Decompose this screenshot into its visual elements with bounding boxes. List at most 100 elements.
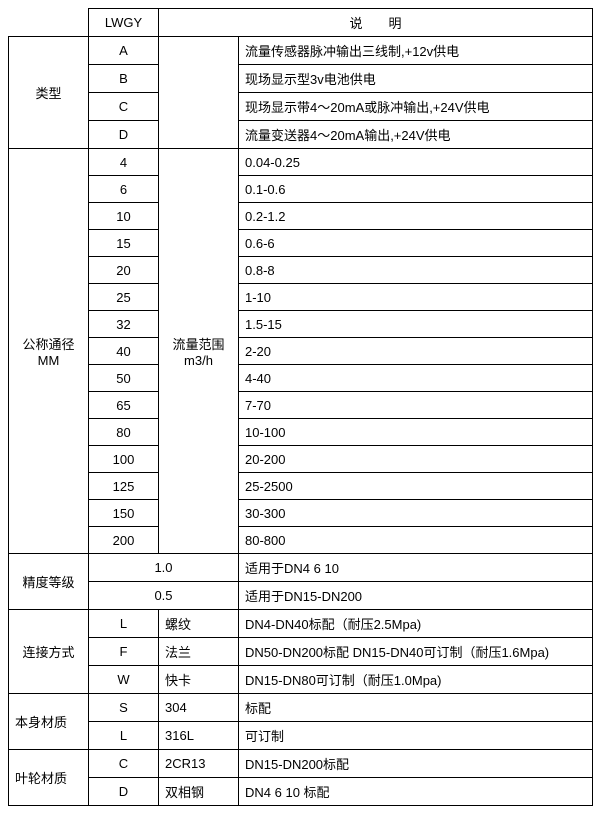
table-row: 0.5适用于DN15-DN200 (9, 582, 593, 610)
table-row: 150 30-300 (9, 500, 593, 527)
table-row: 6 0.1-0.6 (9, 176, 593, 203)
table-row: 125 25-2500 (9, 473, 593, 500)
type-val: 现场显示型3v电池供电 (239, 65, 593, 93)
dn-val: 0.6-6 (239, 230, 593, 257)
dn-val: 1-10 (239, 284, 593, 311)
type-label: 类型 (9, 37, 89, 149)
imp-val: DN4 6 10 标配 (239, 778, 593, 806)
dn-key: 15 (89, 230, 159, 257)
dn-mid: 流量范围m3/h (159, 149, 239, 554)
dn-key: 40 (89, 338, 159, 365)
type-key: A (89, 37, 159, 65)
dn-key: 10 (89, 203, 159, 230)
blank-cell (9, 9, 89, 37)
acc-key: 1.0 (89, 554, 239, 582)
imp-mid: 2CR13 (159, 750, 239, 778)
type-mid-blank (159, 37, 239, 149)
table-row: 10 0.2-1.2 (9, 203, 593, 230)
dn-key: 200 (89, 527, 159, 554)
table-row: 50 4-40 (9, 365, 593, 392)
table-row: B 现场显示型3v电池供电 (9, 65, 593, 93)
dn-key: 150 (89, 500, 159, 527)
imp-mid: 双相钢 (159, 778, 239, 806)
table-row: 精度等级1.0适用于DN4 6 10 (9, 554, 593, 582)
dn-val: 25-2500 (239, 473, 593, 500)
table-row: D 流量变送器4～20mA输出,+24V供电 (9, 121, 593, 149)
body-label: 本身材质 (9, 694, 89, 750)
imp-key: D (89, 778, 159, 806)
body-mid: 304 (159, 694, 239, 722)
table-row: D双相钢DN4 6 10 标配 (9, 778, 593, 806)
spec-table: LWGY说 明类型A流量传感器脉冲输出三线制,+12v供电B 现场显示型3v电池供… (8, 8, 593, 806)
table-row: 15 0.6-6 (9, 230, 593, 257)
conn-mid: 快卡 (159, 666, 239, 694)
imp-label: 叶轮材质 (9, 750, 89, 806)
dn-val: 7-70 (239, 392, 593, 419)
dn-val: 30-300 (239, 500, 593, 527)
type-key: D (89, 121, 159, 149)
dn-val: 0.1-0.6 (239, 176, 593, 203)
dn-val: 0.04-0.25 (239, 149, 593, 176)
conn-val: DN4-DN40标配（耐压2.5Mpa) (239, 610, 593, 638)
dn-key: 65 (89, 392, 159, 419)
body-key: L (89, 722, 159, 750)
body-val: 可订制 (239, 722, 593, 750)
table-row: LWGY说 明 (9, 9, 593, 37)
conn-mid: 螺纹 (159, 610, 239, 638)
conn-label: 连接方式 (9, 610, 89, 694)
dn-key: 100 (89, 446, 159, 473)
dn-key: 4 (89, 149, 159, 176)
header-desc: 说 明 (159, 9, 593, 37)
dn-val: 4-40 (239, 365, 593, 392)
conn-mid: 法兰 (159, 638, 239, 666)
table-row: C 现场显示带4～20mA或脉冲输出,+24V供电 (9, 93, 593, 121)
table-row: 叶轮材质C2CR13DN15-DN200标配 (9, 750, 593, 778)
imp-val: DN15-DN200标配 (239, 750, 593, 778)
conn-key: W (89, 666, 159, 694)
table-row: 40 2-20 (9, 338, 593, 365)
dn-val: 0.2-1.2 (239, 203, 593, 230)
acc-key: 0.5 (89, 582, 239, 610)
acc-label: 精度等级 (9, 554, 89, 610)
conn-key: L (89, 610, 159, 638)
dn-val: 80-800 (239, 527, 593, 554)
body-key: S (89, 694, 159, 722)
table-row: 公称通径MM4流量范围m3/h0.04-0.25 (9, 149, 593, 176)
dn-key: 20 (89, 257, 159, 284)
dn-key: 32 (89, 311, 159, 338)
table-row: 65 7-70 (9, 392, 593, 419)
header-lwgy: LWGY (89, 9, 159, 37)
dn-key: 25 (89, 284, 159, 311)
type-val: 流量变送器4～20mA输出,+24V供电 (239, 121, 593, 149)
dn-label: 公称通径MM (9, 149, 89, 554)
table-row: 本身材质S304标配 (9, 694, 593, 722)
type-key: C (89, 93, 159, 121)
body-val: 标配 (239, 694, 593, 722)
conn-key: F (89, 638, 159, 666)
table-row: 25 1-10 (9, 284, 593, 311)
type-key: B (89, 65, 159, 93)
dn-key: 80 (89, 419, 159, 446)
dn-val: 2-20 (239, 338, 593, 365)
dn-val: 1.5-15 (239, 311, 593, 338)
acc-val: 适用于DN15-DN200 (239, 582, 593, 610)
table-row: 类型A流量传感器脉冲输出三线制,+12v供电 (9, 37, 593, 65)
table-row: 100 20-200 (9, 446, 593, 473)
imp-key: C (89, 750, 159, 778)
conn-val: DN15-DN80可订制（耐压1.0Mpa) (239, 666, 593, 694)
dn-val: 0.8-8 (239, 257, 593, 284)
dn-val: 10-100 (239, 419, 593, 446)
dn-key: 50 (89, 365, 159, 392)
conn-val: DN50-DN200标配 DN15-DN40可订制（耐压1.6Mpa) (239, 638, 593, 666)
table-row: 80 10-100 (9, 419, 593, 446)
table-row: F法兰DN50-DN200标配 DN15-DN40可订制（耐压1.6Mpa) (9, 638, 593, 666)
dn-key: 125 (89, 473, 159, 500)
table-row: 32 1.5-15 (9, 311, 593, 338)
dn-key: 6 (89, 176, 159, 203)
acc-val: 适用于DN4 6 10 (239, 554, 593, 582)
dn-val: 20-200 (239, 446, 593, 473)
table-row: 20 0.8-8 (9, 257, 593, 284)
table-row: W快卡DN15-DN80可订制（耐压1.0Mpa) (9, 666, 593, 694)
table-row: 连接方式L螺纹DN4-DN40标配（耐压2.5Mpa) (9, 610, 593, 638)
type-val: 现场显示带4～20mA或脉冲输出,+24V供电 (239, 93, 593, 121)
